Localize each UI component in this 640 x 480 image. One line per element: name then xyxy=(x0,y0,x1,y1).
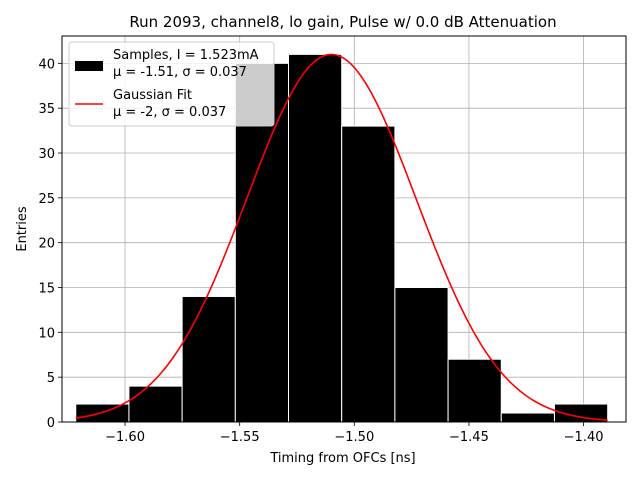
x-tick-label: −1.60 xyxy=(105,430,145,445)
y-tick-label: 20 xyxy=(38,237,55,252)
y-tick-label: 15 xyxy=(38,282,55,297)
legend-samples-label: Samples, I = 1.523mA xyxy=(113,48,259,63)
y-tick-label: 40 xyxy=(38,57,55,72)
y-tick-label: 30 xyxy=(38,147,55,162)
y-tick-label: 5 xyxy=(47,371,55,386)
histogram-bar xyxy=(341,125,396,423)
y-axis-ticks: 0 5 10 15 20 25 30 35 40 xyxy=(38,57,62,431)
y-tick-label: 35 xyxy=(38,102,55,117)
y-tick-label: 25 xyxy=(38,192,55,207)
histogram-bar xyxy=(394,287,449,423)
axes-frame xyxy=(61,35,627,423)
x-tick-label: −1.45 xyxy=(449,430,489,445)
x-axis-label: Timing from OFCs [ns] xyxy=(269,451,415,466)
y-axis-label: Entries xyxy=(15,206,30,252)
y-tick-label: 10 xyxy=(38,326,55,341)
x-tick-label: −1.50 xyxy=(334,430,374,445)
histogram-bar xyxy=(500,412,555,423)
chart-title: Run 2093, channel8, lo gain, Pulse w/ 0.… xyxy=(129,13,556,31)
x-tick-label: −1.40 xyxy=(564,430,604,445)
x-axis-ticks: −1.60 −1.55 −1.50 −1.45 −1.40 xyxy=(105,422,604,445)
legend-samples-swatch xyxy=(75,61,103,71)
y-tick-label: 0 xyxy=(47,416,55,431)
legend-fit-label: Gaussian Fit xyxy=(113,88,192,103)
legend-box xyxy=(68,41,275,127)
legend-fit-stats: μ = -2, σ = 0.037 xyxy=(113,105,226,120)
gaussian-fit-layer xyxy=(75,53,608,421)
histogram-bar xyxy=(128,385,183,423)
x-tick-label: −1.55 xyxy=(220,430,260,445)
gaussian-fit-line xyxy=(75,53,608,421)
histogram-bar xyxy=(181,295,236,423)
histogram-bar xyxy=(447,358,502,423)
legend: Samples, I = 1.523mA μ = -1.51, σ = 0.03… xyxy=(68,41,275,127)
legend-samples-stats: μ = -1.51, σ = 0.037 xyxy=(113,65,247,80)
histogram-bar xyxy=(288,53,343,423)
